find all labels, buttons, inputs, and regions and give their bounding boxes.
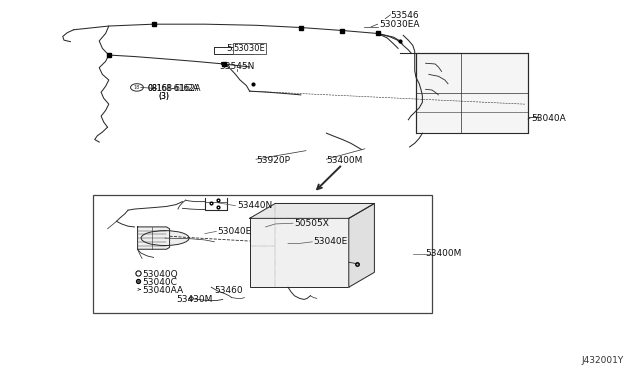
Bar	[416, 53, 528, 133]
Text: 50505X: 50505X	[294, 219, 329, 228]
Text: 53040AA: 53040AA	[142, 286, 183, 295]
Text: 53040Q: 53040Q	[142, 270, 178, 279]
Text: 53030E: 53030E	[234, 44, 266, 53]
Text: 18: 18	[134, 85, 140, 90]
Text: 53440N: 53440N	[237, 201, 272, 210]
Text: (3): (3)	[158, 92, 169, 101]
Text: 08168-6162A: 08168-6162A	[147, 84, 198, 93]
Bar	[93, 195, 432, 313]
Text: 53040C: 53040C	[142, 278, 177, 287]
Ellipse shape	[141, 231, 189, 246]
Bar	[250, 218, 349, 287]
Text: 08168-6162A: 08168-6162A	[147, 84, 201, 93]
Text: 53030E: 53030E	[226, 44, 260, 53]
Polygon shape	[250, 203, 374, 218]
Text: 53400M: 53400M	[426, 249, 462, 258]
Text: 53400M: 53400M	[326, 156, 363, 165]
Text: 53030EA: 53030EA	[379, 20, 419, 29]
Text: 53430M: 53430M	[176, 295, 212, 304]
Text: 53545N: 53545N	[219, 62, 255, 71]
Polygon shape	[349, 203, 374, 287]
Text: 53546: 53546	[390, 12, 419, 20]
Text: J432001Y: J432001Y	[582, 356, 624, 365]
Text: 53040A: 53040A	[531, 114, 566, 123]
Text: 53040E: 53040E	[314, 237, 348, 246]
Text: 53040E: 53040E	[218, 227, 252, 236]
Text: 53920P: 53920P	[256, 156, 290, 165]
Polygon shape	[138, 227, 170, 249]
Text: 53460: 53460	[214, 286, 243, 295]
Text: (3): (3)	[158, 92, 169, 101]
